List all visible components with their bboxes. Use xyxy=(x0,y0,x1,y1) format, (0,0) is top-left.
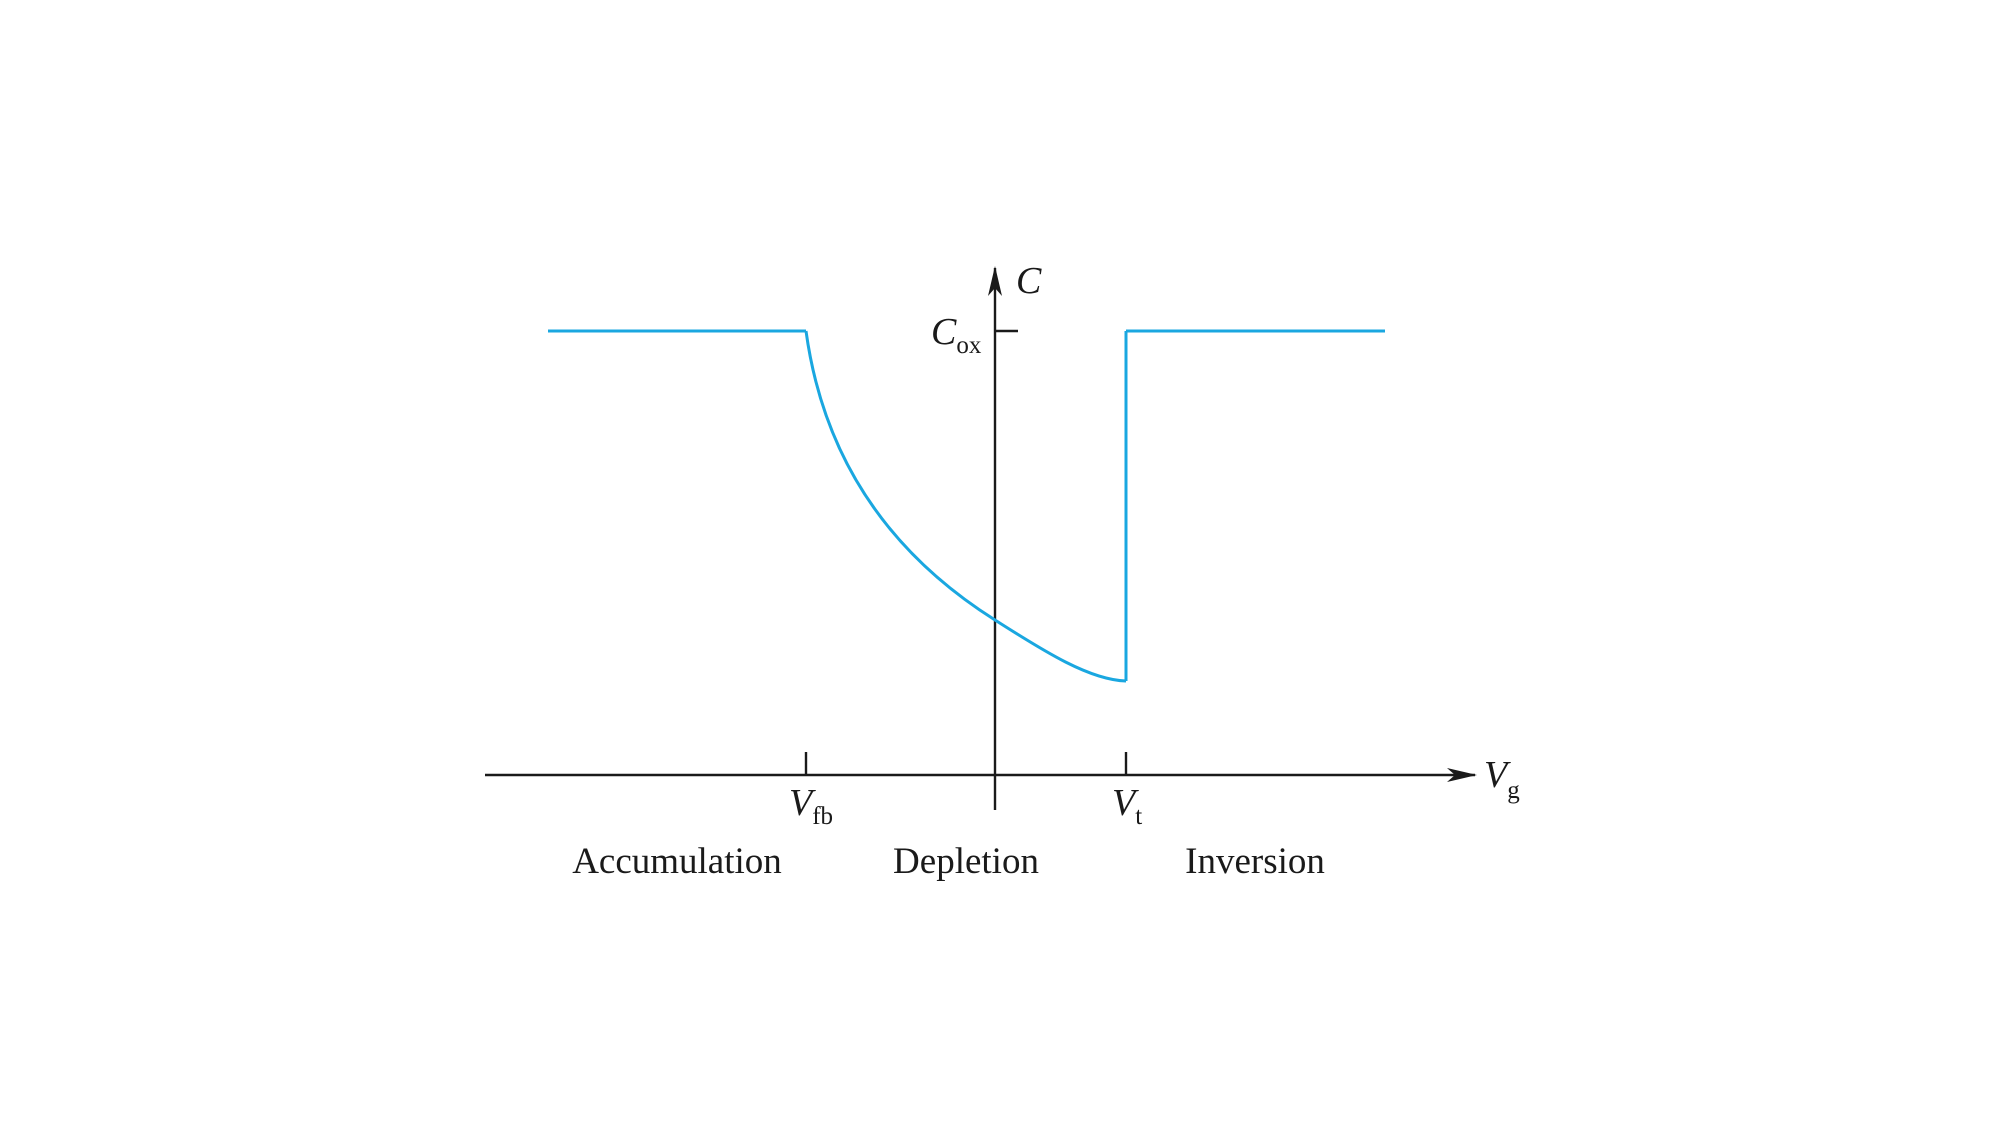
region-depletion: Depletion xyxy=(893,841,1039,882)
y-axis-label: C xyxy=(1016,260,1042,302)
cv-curve xyxy=(548,329,1385,683)
vfb-label: Vfb xyxy=(789,782,833,830)
vt-label: Vt xyxy=(1112,782,1142,830)
x-axis-label: Vg xyxy=(1484,754,1520,804)
cox-label: Cox xyxy=(931,311,982,359)
depletion-curve xyxy=(804,330,1127,683)
region-accumulation: Accumulation xyxy=(572,841,782,882)
region-inversion: Inversion xyxy=(1185,841,1325,882)
